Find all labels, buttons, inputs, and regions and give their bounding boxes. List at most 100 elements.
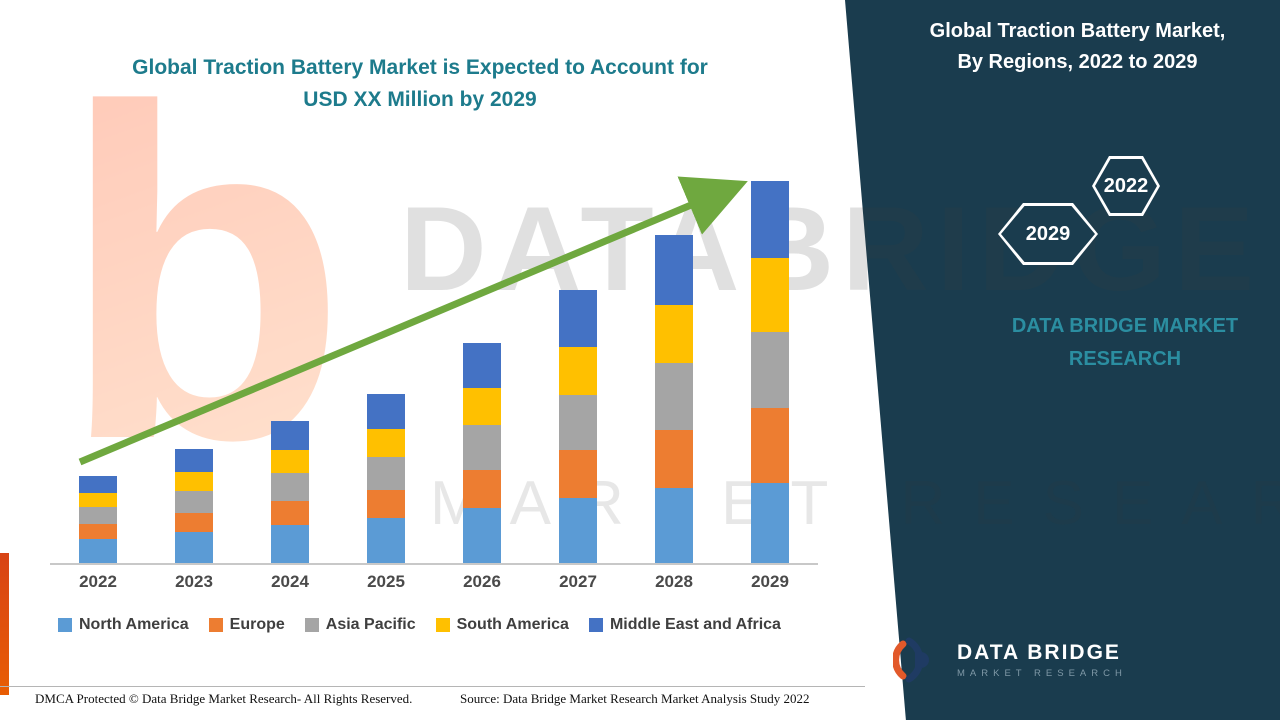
- legend-swatch-europe: [208, 618, 223, 632]
- badge-2029-label: 2029: [1001, 206, 1095, 262]
- badge-hexagon-2022: 2022: [1092, 156, 1160, 216]
- logo-mark-icon: [893, 637, 929, 683]
- bar-segment-asia-pacific: [271, 473, 309, 501]
- legend-swatch-mea: [588, 618, 603, 632]
- bar-segment-north-america: [271, 525, 309, 563]
- bar-slot-2028: [626, 170, 722, 563]
- dmca-notice: DMCA Protected © Data Bridge Market Rese…: [35, 691, 413, 706]
- bar-segment-europe: [271, 501, 309, 525]
- x-axis-labels: 2022 2023 2024 2025 2026 2027 2028 2029: [50, 572, 818, 592]
- bar-segment-south-america: [271, 450, 309, 473]
- x-axis-label-2026: 2026: [463, 572, 501, 591]
- bar-2024: [271, 421, 309, 563]
- bar-segment-south-america: [559, 347, 597, 395]
- bar-segment-mea: [271, 421, 309, 450]
- legend-item-europe: Europe: [208, 616, 285, 634]
- side-panel-background: [845, 0, 1280, 720]
- bars-container: [50, 170, 818, 565]
- stacked-bar-chart: [50, 170, 818, 565]
- bar-slot-2025: [338, 170, 434, 563]
- bar-slot-2024: [242, 170, 338, 563]
- source-note: Source: Data Bridge Market Research Mark…: [460, 691, 810, 706]
- panel-title-line2: By Regions, 2022 to 2029: [957, 51, 1198, 73]
- bar-segment-south-america: [175, 472, 213, 491]
- bar-segment-south-america: [751, 258, 789, 332]
- legend-label-mea: Middle East and Africa: [609, 616, 781, 633]
- bar-segment-mea: [655, 235, 693, 305]
- legend-swatch-south-america: [435, 618, 450, 632]
- legend-swatch-asia-pacific: [304, 618, 319, 632]
- bar-segment-europe: [751, 408, 789, 483]
- bar-segment-mea: [463, 343, 501, 388]
- bar-segment-mea: [175, 449, 213, 472]
- bar-2026: [463, 343, 501, 563]
- bar-slot-2023: [146, 170, 242, 563]
- legend-label-europe: Europe: [229, 616, 285, 633]
- legend-label-south-america: South America: [456, 616, 569, 633]
- bar-segment-asia-pacific: [79, 507, 117, 524]
- bar-segment-south-america: [463, 388, 501, 425]
- logo-subtitle: MARKET RESEARCH: [957, 668, 1127, 679]
- x-axis-label-2027: 2027: [559, 572, 597, 591]
- legend-item-asia-pacific: Asia Pacific: [304, 616, 416, 634]
- bar-2023: [175, 449, 213, 563]
- legend-label-asia-pacific: Asia Pacific: [325, 616, 416, 633]
- bar-segment-europe: [655, 430, 693, 488]
- legend-item-mea: Middle East and Africa: [588, 616, 781, 634]
- bar-segment-north-america: [79, 539, 117, 563]
- bar-segment-south-america: [367, 429, 405, 457]
- panel-brand-text: DATA BRIDGE MARKET RESEARCH: [960, 310, 1280, 376]
- bar-slot-2027: [530, 170, 626, 563]
- x-axis-label-2025: 2025: [367, 572, 405, 591]
- x-axis-label-2024: 2024: [271, 572, 309, 591]
- bar-segment-mea: [367, 394, 405, 429]
- bar-slot-2029: [722, 170, 818, 563]
- bar-2027: [559, 290, 597, 563]
- bar-2028: [655, 235, 693, 563]
- bar-segment-north-america: [559, 498, 597, 563]
- bar-2025: [367, 394, 405, 563]
- chart-title: Global Traction Battery Market is Expect…: [132, 56, 708, 111]
- bar-slot-2022: [50, 170, 146, 563]
- bar-slot-2026: [434, 170, 530, 563]
- legend-swatch-north-america: [58, 618, 72, 632]
- footer-divider: [0, 686, 865, 687]
- x-axis-label-2022: 2022: [79, 572, 117, 591]
- bar-segment-europe: [175, 513, 213, 532]
- legend-label-north-america: North America: [79, 616, 189, 633]
- logo-title: DATA BRIDGE: [957, 641, 1121, 664]
- panel-brand-line2: RESEARCH: [1068, 348, 1182, 370]
- bar-segment-asia-pacific: [367, 457, 405, 490]
- bar-segment-europe: [463, 470, 501, 508]
- bar-segment-north-america: [463, 508, 501, 563]
- bar-segment-mea: [79, 476, 117, 493]
- bar-segment-north-america: [655, 488, 693, 563]
- x-axis-label-2028: 2028: [655, 572, 693, 591]
- chart-legend: North America Europe Asia Pacific South Ame…: [58, 616, 848, 634]
- x-axis-label-2023: 2023: [175, 572, 213, 591]
- panel-title: Global Traction Battery Market, By Regio…: [890, 16, 1265, 78]
- bar-segment-mea: [559, 290, 597, 347]
- bar-segment-asia-pacific: [655, 363, 693, 430]
- bar-segment-north-america: [175, 532, 213, 563]
- panel-brand-line1: DATA BRIDGE MARKET: [1011, 315, 1239, 337]
- bar-segment-asia-pacific: [751, 332, 789, 408]
- bar-segment-europe: [559, 450, 597, 498]
- panel-title-line1: Global Traction Battery Market,: [929, 20, 1226, 42]
- bar-segment-south-america: [655, 305, 693, 363]
- left-accent-stripe: [0, 553, 9, 695]
- x-axis-label-2029: 2029: [751, 572, 789, 591]
- bar-2022: [79, 476, 117, 563]
- bar-segment-asia-pacific: [463, 425, 501, 470]
- bar-segment-europe: [79, 524, 117, 539]
- company-logo: DATA BRIDGE MARKET RESEARCH: [893, 634, 1127, 686]
- bar-segment-south-america: [79, 493, 117, 507]
- legend-item-south-america: South America: [435, 616, 569, 634]
- bar-segment-mea: [751, 181, 789, 258]
- legend-item-north-america: North America: [58, 616, 189, 634]
- badge-2022-label: 2022: [1095, 159, 1157, 213]
- bar-segment-europe: [367, 490, 405, 518]
- bar-2029: [751, 181, 789, 563]
- bar-segment-asia-pacific: [175, 491, 213, 513]
